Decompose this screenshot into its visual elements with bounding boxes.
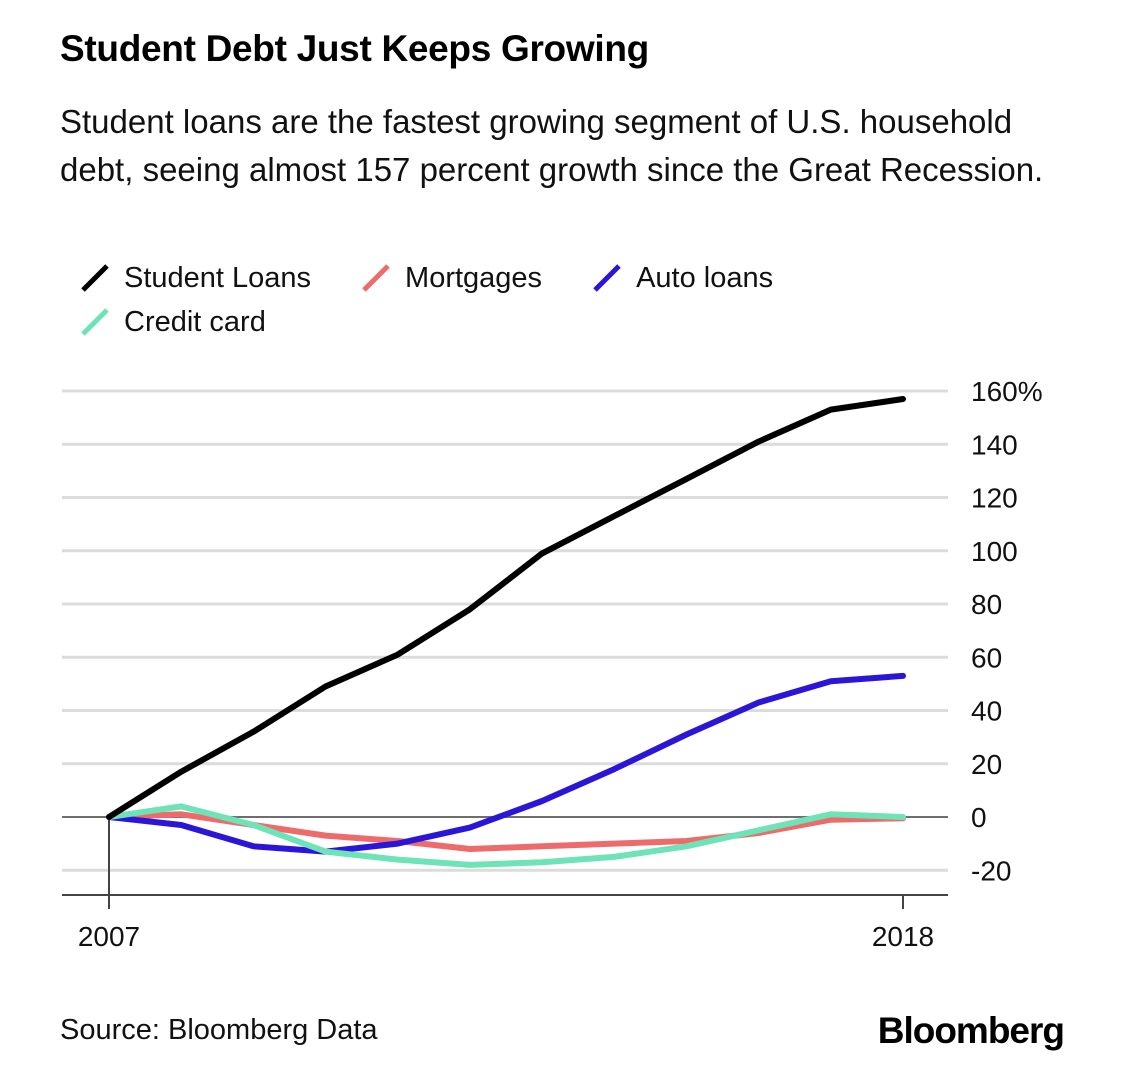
legend-swatch-credit-card-icon — [81, 308, 109, 336]
y-tick-label: 20 — [971, 749, 1002, 780]
line-chart: 160% 140 120 100 80 60 40 20 0 -20 2007 2018 — [62, 376, 1043, 952]
series-line-student-loans — [106, 396, 906, 820]
legend-label-mortgages: Mortgages — [405, 261, 543, 294]
y-tick-label: 80 — [971, 589, 1002, 620]
y-tick-label: 100 — [971, 536, 1018, 567]
legend-label-credit-card: Credit card — [124, 305, 266, 338]
x-tick-label: 2007 — [78, 921, 140, 952]
legend: Student Loans Mortgages Auto loans Credi… — [80, 256, 980, 344]
y-tick-label: -20 — [971, 855, 1011, 886]
legend-item-mortgages: Mortgages — [361, 262, 542, 295]
y-tick-label: 140 — [971, 429, 1018, 460]
legend-label-student-loans: Student Loans — [124, 261, 312, 294]
source-note: Source: Bloomberg Data — [60, 1014, 378, 1046]
legend-swatch-auto-loans-icon — [593, 264, 621, 292]
y-tick-label: 60 — [971, 642, 1002, 673]
x-tick-label: 2018 — [872, 921, 934, 952]
legend-label-auto-loans: Auto loans — [636, 261, 774, 294]
series-line-auto-loans — [106, 672, 906, 855]
legend-row: Student Loans Mortgages Auto loans — [80, 256, 980, 300]
chart-title: Student Debt Just Keeps Growing — [60, 28, 649, 69]
legend-item-student-loans: Student Loans — [80, 262, 311, 295]
series-line-credit-card — [106, 803, 906, 868]
y-tick-label: 160% — [971, 376, 1043, 407]
y-tick-label: 120 — [971, 483, 1018, 514]
chart-subtitle: Student loans are the fastest growing se… — [60, 103, 1044, 188]
legend-swatch-student-loans-icon — [81, 264, 109, 292]
legend-item-auto-loans: Auto loans — [592, 262, 773, 295]
y-tick-label: 0 — [971, 802, 987, 833]
legend-item-credit-card: Credit card — [80, 306, 266, 339]
legend-row: Credit card — [80, 300, 980, 344]
brand-logo: Bloomberg — [877, 1010, 1065, 1051]
legend-swatch-mortgages-icon — [362, 264, 390, 292]
y-tick-label: 40 — [971, 696, 1002, 727]
